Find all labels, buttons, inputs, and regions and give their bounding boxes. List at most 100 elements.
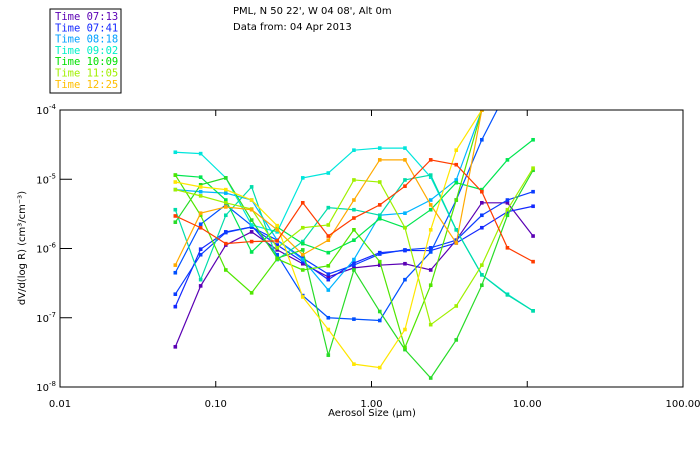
data-point bbox=[300, 268, 305, 272]
data-point bbox=[326, 238, 331, 242]
data-point bbox=[377, 203, 382, 207]
data-point bbox=[223, 268, 228, 272]
x-tick-label: 1.00 bbox=[360, 399, 382, 410]
data-point bbox=[249, 185, 254, 189]
series-line bbox=[174, 110, 483, 266]
data-point bbox=[173, 304, 178, 309]
data-point bbox=[480, 200, 484, 205]
data-point bbox=[352, 148, 356, 152]
y-tick-exp: -8 bbox=[49, 380, 56, 388]
data-point bbox=[352, 266, 356, 270]
series-2 bbox=[173, 204, 535, 309]
data-point bbox=[223, 213, 228, 218]
data-point bbox=[352, 238, 356, 242]
data-point bbox=[505, 158, 510, 162]
data-point bbox=[531, 259, 535, 264]
data-point bbox=[173, 292, 178, 297]
data-point bbox=[326, 264, 331, 268]
data-point bbox=[352, 362, 356, 366]
series-8 bbox=[173, 137, 535, 255]
data-point bbox=[198, 277, 203, 282]
data-point bbox=[377, 213, 382, 218]
data-point bbox=[480, 137, 484, 142]
data-point bbox=[377, 146, 382, 150]
y-tick-label: 10-7 bbox=[36, 311, 56, 325]
data-point bbox=[198, 151, 203, 156]
data-point bbox=[403, 277, 407, 282]
data-point bbox=[352, 216, 356, 220]
data-point bbox=[352, 317, 356, 321]
legend-entry: Time 07:13 bbox=[55, 11, 118, 23]
series-12 bbox=[173, 78, 510, 370]
data-point bbox=[403, 146, 407, 150]
data-point bbox=[531, 99, 535, 103]
data-point bbox=[326, 315, 331, 320]
data-point bbox=[300, 176, 305, 180]
data-point bbox=[198, 247, 203, 251]
data-point bbox=[198, 185, 203, 189]
data-point bbox=[403, 178, 407, 182]
data-point bbox=[275, 248, 279, 252]
data-point bbox=[531, 68, 535, 72]
data-point bbox=[352, 228, 356, 232]
data-point bbox=[505, 213, 510, 218]
x-tick-label: 100.00 bbox=[666, 399, 700, 410]
data-point bbox=[326, 275, 331, 279]
data-point bbox=[377, 252, 382, 256]
data-point bbox=[428, 173, 433, 177]
data-point bbox=[531, 168, 535, 173]
data-point bbox=[173, 150, 178, 155]
data-point bbox=[403, 211, 407, 215]
data-point bbox=[454, 338, 459, 342]
data-point bbox=[249, 230, 254, 234]
data-point bbox=[428, 268, 433, 272]
data-point bbox=[300, 259, 305, 264]
header-date: Data from: 04 Apr 2013 bbox=[233, 22, 352, 33]
y-tick-base: 10 bbox=[36, 245, 49, 256]
data-point bbox=[403, 158, 407, 162]
data-point bbox=[403, 184, 407, 188]
data-point bbox=[173, 187, 178, 192]
data-point bbox=[531, 137, 535, 142]
data-point bbox=[173, 173, 178, 177]
data-point bbox=[428, 175, 433, 179]
data-point bbox=[300, 252, 305, 257]
data-point bbox=[300, 200, 305, 205]
data-point bbox=[249, 291, 254, 295]
data-point bbox=[275, 228, 279, 232]
data-point bbox=[454, 304, 459, 308]
data-point bbox=[300, 295, 305, 299]
header-location: PML, N 50 22', W 04 08', Alt 0m bbox=[233, 6, 392, 17]
data-point bbox=[249, 198, 254, 202]
data-point bbox=[531, 78, 535, 82]
data-point bbox=[506, 78, 510, 82]
data-point bbox=[223, 198, 228, 202]
data-point bbox=[198, 213, 203, 218]
data-point bbox=[352, 263, 356, 267]
data-point bbox=[326, 288, 331, 292]
data-point bbox=[531, 189, 535, 194]
data-point bbox=[531, 166, 535, 170]
data-point bbox=[506, 83, 510, 87]
data-point bbox=[480, 225, 484, 230]
data-point bbox=[249, 223, 254, 227]
data-point bbox=[505, 246, 510, 250]
data-point bbox=[428, 322, 433, 327]
data-point bbox=[352, 207, 356, 212]
legend-box bbox=[49, 8, 122, 94]
data-point bbox=[300, 248, 305, 252]
series-line bbox=[175, 139, 534, 254]
data-point bbox=[428, 246, 433, 250]
data-point bbox=[428, 228, 433, 232]
y-tick-exp: -5 bbox=[49, 172, 56, 180]
data-point bbox=[275, 243, 279, 247]
data-point bbox=[352, 257, 356, 262]
data-point bbox=[173, 207, 178, 212]
legend-entry: Time 09:02 bbox=[55, 45, 118, 57]
data-point bbox=[480, 273, 484, 277]
data-point bbox=[300, 225, 305, 230]
data-point bbox=[505, 198, 510, 202]
axes: 0.01 0.10 1.00 10.00 100.0010-410-510-610-71… bbox=[36, 103, 700, 410]
data-point bbox=[352, 268, 356, 272]
data-point bbox=[377, 216, 382, 221]
